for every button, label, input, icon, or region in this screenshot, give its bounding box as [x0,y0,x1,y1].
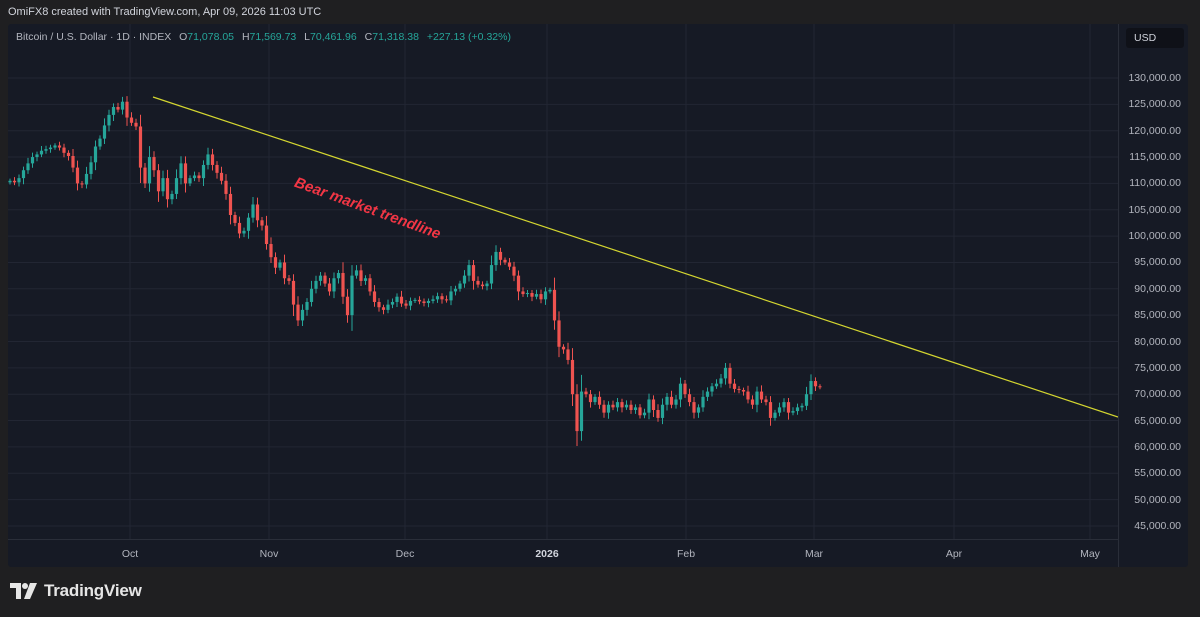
tradingview-logo[interactable]: TradingView [10,581,142,601]
currency-button[interactable]: USD [1126,28,1184,48]
high-value: 71,569.73 [249,31,297,43]
price-tick-label: 60,000.00 [1134,440,1181,453]
change-value: +227.13 (+0.32%) [426,31,511,43]
time-tick-label: Feb [676,548,696,560]
brand-name: TradingView [44,581,142,600]
price-tick-label: 120,000.00 [1128,124,1181,137]
price-tick-label: 95,000.00 [1134,256,1181,269]
close-label: C [364,31,373,43]
price-axis[interactable]: USD 130,000.00 125,000.00 120,000.00 115,00… [1118,24,1188,567]
price-tick-label: 100,000.00 [1128,230,1181,243]
low-value: 70,461.96 [310,31,357,43]
time-tick-label: Mar [804,548,824,560]
chart-frame[interactable]: Bitcoin / U.S. Dollar · 1D · INDEX O71,0… [8,24,1188,567]
time-tick-label: 2026 [535,548,559,560]
low-label: L [304,31,311,43]
open-value: 71,078.05 [187,31,235,43]
time-tick-label: Apr [945,548,963,560]
time-tick-label: Oct [121,548,139,560]
price-tick-label: 65,000.00 [1134,414,1181,427]
price-tick-label: 130,000.00 [1128,72,1181,84]
price-tick-label: 50,000.00 [1134,493,1181,506]
tradingview-logo-icon [10,583,37,599]
symbol-name[interactable]: Bitcoin / U.S. Dollar · 1D · INDEX [16,31,172,43]
price-plot[interactable] [8,24,1118,539]
time-tick-label: Dec [395,548,415,560]
price-tick-label: 115,000.00 [1129,151,1181,164]
price-tick-label: 45,000.00 [1134,519,1181,532]
open-label: O [179,31,188,43]
price-tick-label: 85,000.00 [1134,309,1181,322]
time-tick-label: May [1080,548,1100,560]
time-axis[interactable]: Oct Nov Dec 2026 Feb Mar Apr May [8,539,1118,567]
price-tick-label: 110,000.00 [1129,177,1181,190]
chart-credit: OmiFX8 created with TradingView.com, Apr… [8,6,322,18]
price-tick-label: 70,000.00 [1134,388,1181,401]
price-tick-label: 125,000.00 [1128,98,1181,111]
symbol-legend: Bitcoin / U.S. Dollar · 1D · INDEX O71,0… [16,31,511,43]
price-tick-label: 55,000.00 [1134,467,1181,480]
close-value: 71,318.38 [372,31,419,43]
price-tick-label: 80,000.00 [1134,335,1181,348]
price-tick-label: 90,000.00 [1134,282,1181,295]
high-label: H [241,31,250,43]
price-tick-label: 75,000.00 [1134,361,1181,374]
price-tick-label: 105,000.00 [1128,203,1181,216]
time-tick-label: Nov [259,548,279,560]
